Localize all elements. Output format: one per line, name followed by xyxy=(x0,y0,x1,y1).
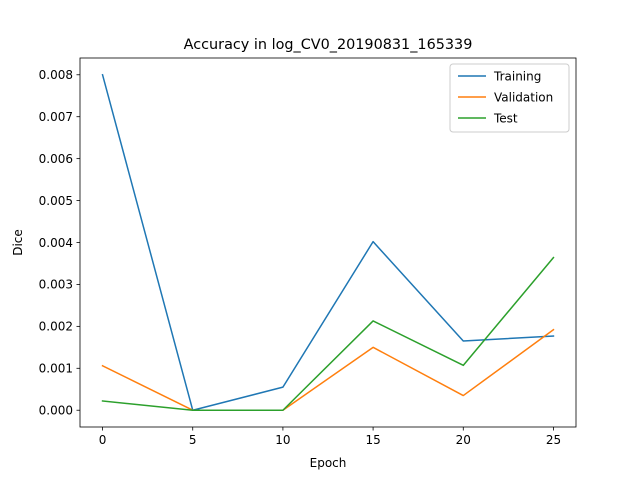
x-tick-label: 25 xyxy=(546,433,561,447)
y-tick-label: 0.004 xyxy=(39,236,73,250)
x-tick-label: 10 xyxy=(275,433,290,447)
y-ticks: 0.000 0.001 0.002 0.003 0.004 0.005 0.006 0.007… xyxy=(39,68,80,418)
x-axis-label: Epoch xyxy=(310,456,347,470)
y-tick-label: 0.001 xyxy=(39,362,73,376)
series-line-validation xyxy=(101,328,555,411)
series-line-training xyxy=(101,73,555,411)
y-axis-label: Dice xyxy=(11,229,25,256)
legend-label-training: Training xyxy=(493,69,541,83)
legend-label-test: Test xyxy=(493,111,518,125)
legend-box xyxy=(449,63,570,133)
y-tick-label: 0.005 xyxy=(39,194,73,208)
y-tick-label: 0.002 xyxy=(39,320,73,334)
x-tick-label: 20 xyxy=(456,433,471,447)
x-tick-label: 15 xyxy=(365,433,380,447)
x-tick-label: 5 xyxy=(189,433,197,447)
legend-label-validation: Validation xyxy=(494,90,553,104)
legend: Training Validation Test xyxy=(449,63,570,133)
x-ticks: 0 5 10 15 20 25 xyxy=(99,427,561,447)
y-tick-label: 0.007 xyxy=(39,110,73,124)
y-tick-label: 0.006 xyxy=(39,152,73,166)
x-tick-label: 0 xyxy=(99,433,107,447)
y-tick-label: 0.000 xyxy=(39,404,73,418)
chart-title: Accuracy in log_CV0_20190831_165339 xyxy=(184,37,473,53)
y-tick-label: 0.003 xyxy=(39,278,73,292)
series-layer xyxy=(101,73,555,411)
y-tick-label: 0.008 xyxy=(39,68,73,82)
series-line-test xyxy=(101,256,555,411)
